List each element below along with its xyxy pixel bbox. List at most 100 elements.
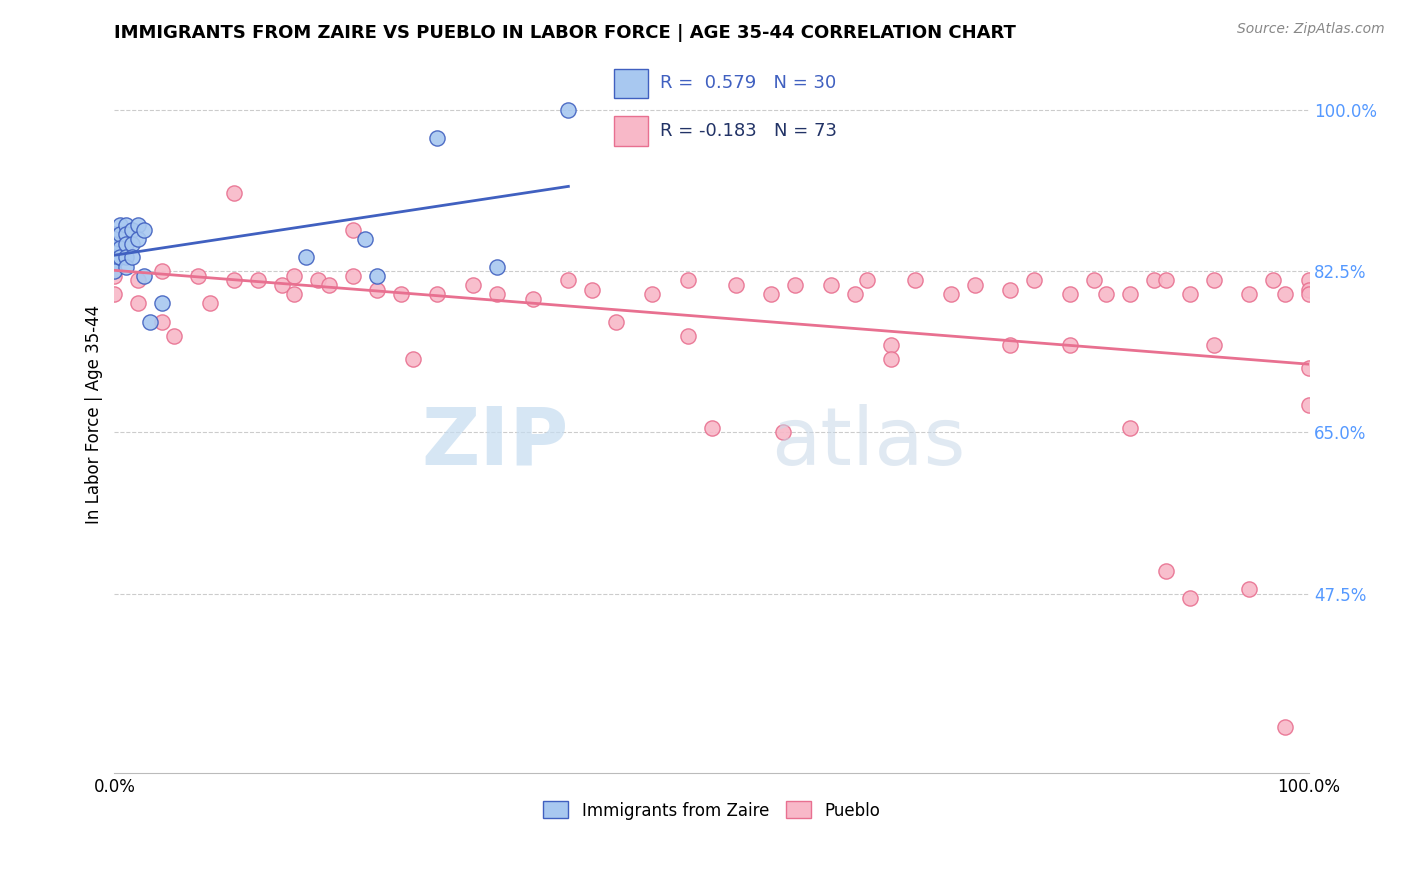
Point <box>1119 421 1142 435</box>
Point <box>1000 283 1022 297</box>
Point <box>115 250 138 264</box>
Point <box>115 260 138 274</box>
Bar <box>614 116 648 145</box>
Point <box>1178 591 1201 606</box>
Point <box>820 277 842 292</box>
Point <box>904 273 927 287</box>
Point <box>150 315 173 329</box>
Point <box>283 268 305 283</box>
Point <box>522 292 544 306</box>
Point <box>785 277 807 292</box>
Point <box>557 103 579 117</box>
Point <box>963 277 986 292</box>
Point <box>1298 360 1320 375</box>
Point <box>270 277 292 292</box>
Point <box>557 273 579 287</box>
Point <box>150 296 173 310</box>
Point <box>1274 720 1296 734</box>
Point <box>103 287 125 301</box>
Legend: Immigrants from Zaire, Pueblo: Immigrants from Zaire, Pueblo <box>537 795 887 826</box>
Point <box>485 287 508 301</box>
Point <box>103 255 125 269</box>
Text: R = -0.183   N = 73: R = -0.183 N = 73 <box>661 121 837 139</box>
Point <box>127 218 149 232</box>
Point <box>366 283 388 297</box>
Point <box>1202 273 1225 287</box>
Point <box>461 277 484 292</box>
Point <box>1143 273 1166 287</box>
Point <box>772 425 794 440</box>
Point <box>103 227 125 242</box>
Text: R =  0.579   N = 30: R = 0.579 N = 30 <box>661 75 837 93</box>
Point <box>1263 273 1285 287</box>
Point <box>1154 273 1177 287</box>
Point <box>1202 338 1225 352</box>
Point <box>115 236 138 251</box>
Point <box>1298 287 1320 301</box>
Y-axis label: In Labor Force | Age 35-44: In Labor Force | Age 35-44 <box>86 304 103 524</box>
Point <box>103 264 125 278</box>
Point <box>856 273 879 287</box>
Point <box>605 315 627 329</box>
Point <box>844 287 866 301</box>
Point <box>485 260 508 274</box>
Point <box>641 287 664 301</box>
Point <box>127 232 149 246</box>
Point <box>163 328 186 343</box>
Point <box>581 283 603 297</box>
Point <box>246 273 269 287</box>
Text: atlas: atlas <box>772 404 966 482</box>
Point <box>110 227 132 242</box>
Point <box>222 186 245 200</box>
Point <box>307 273 329 287</box>
Point <box>222 273 245 287</box>
Point <box>761 287 783 301</box>
Point <box>1083 273 1105 287</box>
Point <box>121 236 143 251</box>
Point <box>342 223 364 237</box>
Point <box>115 227 138 242</box>
Text: ZIP: ZIP <box>422 404 568 482</box>
Point <box>1059 287 1081 301</box>
Point <box>389 287 412 301</box>
Text: Source: ZipAtlas.com: Source: ZipAtlas.com <box>1237 22 1385 37</box>
Point <box>1298 283 1320 297</box>
Point <box>139 315 162 329</box>
Point <box>1095 287 1118 301</box>
Point <box>676 273 699 287</box>
Text: IMMIGRANTS FROM ZAIRE VS PUEBLO IN LABOR FORCE | AGE 35-44 CORRELATION CHART: IMMIGRANTS FROM ZAIRE VS PUEBLO IN LABOR… <box>114 24 1017 42</box>
Point <box>198 296 221 310</box>
Point <box>342 268 364 283</box>
Point <box>1298 398 1320 412</box>
Point <box>110 241 132 255</box>
Point <box>103 268 125 283</box>
Point <box>103 245 125 260</box>
Point <box>103 250 125 264</box>
Point <box>880 338 903 352</box>
Point <box>127 296 149 310</box>
Point <box>1239 287 1261 301</box>
Point <box>134 223 156 237</box>
Point <box>283 287 305 301</box>
Point <box>1024 273 1046 287</box>
Point <box>1178 287 1201 301</box>
Point <box>426 287 449 301</box>
Point <box>1059 338 1081 352</box>
Point <box>134 268 156 283</box>
Point <box>318 277 340 292</box>
Point <box>402 351 425 366</box>
Point <box>724 277 747 292</box>
Point <box>115 218 138 232</box>
Point <box>1154 564 1177 578</box>
Point <box>121 250 143 264</box>
Point <box>880 351 903 366</box>
Point <box>939 287 962 301</box>
Point <box>1274 287 1296 301</box>
Point <box>1298 273 1320 287</box>
Point <box>1119 287 1142 301</box>
Point <box>294 250 316 264</box>
Point <box>676 328 699 343</box>
Point <box>121 223 143 237</box>
Point <box>127 273 149 287</box>
Point <box>354 232 377 246</box>
